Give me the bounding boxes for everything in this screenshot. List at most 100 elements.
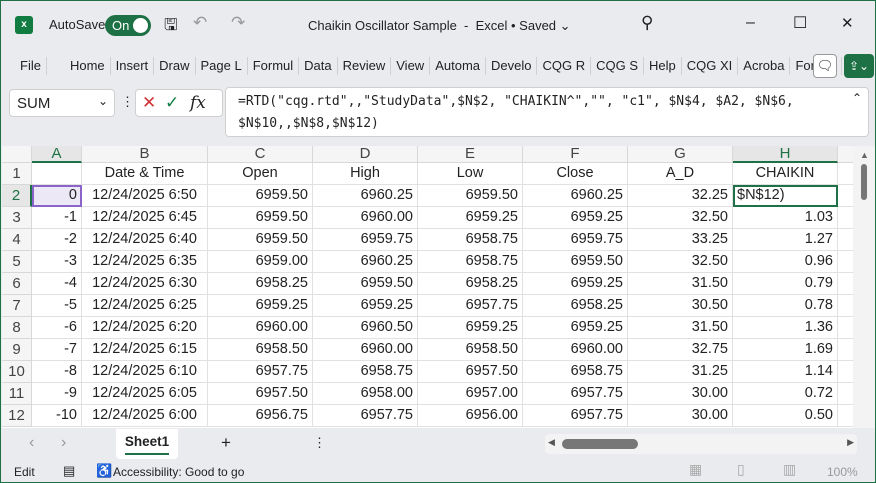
data-cell[interactable]: 6958.50 <box>208 339 313 361</box>
data-cell-partial[interactable] <box>838 317 853 339</box>
data-cell[interactable]: 6959.25 <box>208 295 313 317</box>
data-cell[interactable]: -4 <box>32 273 82 295</box>
data-cell[interactable]: 12/24/2025 6:50 <box>82 185 208 207</box>
data-cell[interactable]: 12/24/2025 6:05 <box>82 383 208 405</box>
column-header[interactable]: F <box>523 146 628 163</box>
spreadsheet-grid[interactable]: A B C D E F G H 1 Date & Time Open High Low Close A_D C… <box>2 146 853 428</box>
data-cell[interactable]: -8 <box>32 361 82 383</box>
header-cell[interactable]: CHAIKIN <box>733 163 838 185</box>
data-cell[interactable]: 12/24/2025 6:25 <box>82 295 208 317</box>
row-header[interactable]: 1 <box>2 163 32 185</box>
data-cell[interactable]: 6959.50 <box>523 251 628 273</box>
data-cell[interactable]: 6959.25 <box>523 207 628 229</box>
data-cell[interactable]: 6960.00 <box>313 207 418 229</box>
data-cell-partial[interactable] <box>838 163 853 185</box>
search-icon[interactable]: ⚲ <box>641 13 654 32</box>
data-cell[interactable]: 32.75 <box>628 339 733 361</box>
data-cell[interactable]: 6960.00 <box>208 317 313 339</box>
data-cell[interactable]: 6956.00 <box>418 405 523 427</box>
data-cell[interactable]: 6958.75 <box>418 251 523 273</box>
data-cell[interactable]: 6959.25 <box>418 207 523 229</box>
header-cell[interactable]: Low <box>418 163 523 185</box>
data-cell[interactable]: 30.50 <box>628 295 733 317</box>
data-cell[interactable]: 6960.25 <box>313 185 418 207</box>
ribbon-tab[interactable]: Draw <box>154 57 196 75</box>
data-cell[interactable]: 12/24/2025 6:30 <box>82 273 208 295</box>
column-header[interactable]: B <box>82 146 208 163</box>
chevron-down-icon[interactable]: ⌄ <box>97 94 108 108</box>
zoom-level[interactable]: 100% <box>827 465 858 479</box>
data-cell-partial[interactable] <box>838 295 853 317</box>
data-cell-partial[interactable] <box>838 229 853 251</box>
next-sheet-icon[interactable]: › <box>61 434 67 451</box>
data-cell[interactable]: 31.50 <box>628 317 733 339</box>
undo-icon[interactable]: ↶ <box>193 13 208 32</box>
data-cell[interactable]: 6958.25 <box>208 273 313 295</box>
data-cell[interactable]: 6959.50 <box>208 229 313 251</box>
prev-sheet-icon[interactable]: ‹ <box>29 434 35 451</box>
column-header[interactable]: E <box>418 146 523 163</box>
data-cell[interactable]: 6956.75 <box>208 405 313 427</box>
normal-view-icon[interactable]: ▦ <box>689 461 703 477</box>
collapse-formula-icon[interactable]: ⌃ <box>852 91 863 105</box>
row-header[interactable]: 2 <box>2 185 32 207</box>
autosave-toggle[interactable]: On <box>105 15 151 36</box>
select-all-corner[interactable] <box>2 146 32 163</box>
ribbon-tab[interactable]: Insert <box>111 57 155 75</box>
data-cell[interactable]: 6959.50 <box>208 185 313 207</box>
header-cell[interactable]: A_D <box>628 163 733 185</box>
add-sheet-button[interactable]: + <box>221 433 231 452</box>
data-cell[interactable]: 6958.25 <box>418 273 523 295</box>
accessibility-icon[interactable]: ♿ <box>96 463 113 478</box>
data-cell[interactable]: 12/24/2025 6:40 <box>82 229 208 251</box>
redo-icon[interactable]: ↷ <box>231 13 246 32</box>
data-cell[interactable]: 6958.50 <box>418 339 523 361</box>
data-cell[interactable]: 6959.50 <box>418 185 523 207</box>
data-cell[interactable]: 32.25 <box>628 185 733 207</box>
data-cell-partial[interactable] <box>838 251 853 273</box>
data-cell[interactable]: 33.25 <box>628 229 733 251</box>
ribbon-tab[interactable]: Data <box>299 57 338 75</box>
data-cell[interactable]: 6959.25 <box>313 295 418 317</box>
data-cell[interactable]: -5 <box>32 295 82 317</box>
data-cell[interactable]: 31.50 <box>628 273 733 295</box>
close-button[interactable]: ✕ <box>841 15 854 32</box>
data-cell[interactable]: 6959.50 <box>313 273 418 295</box>
data-cell[interactable]: 6958.25 <box>523 295 628 317</box>
data-cell-partial[interactable] <box>838 273 853 295</box>
data-cell[interactable]: 6958.00 <box>313 383 418 405</box>
data-cell[interactable]: -3 <box>32 251 82 273</box>
page-break-view-icon[interactable]: ▥ <box>783 461 797 477</box>
row-header[interactable]: 11 <box>2 383 32 405</box>
sheet-tab-sheet1[interactable]: Sheet1 <box>116 429 178 459</box>
data-cell-partial[interactable] <box>838 383 853 405</box>
scroll-right-icon[interactable]: ▶ <box>847 437 854 447</box>
data-cell[interactable]: 6959.75 <box>523 229 628 251</box>
column-header[interactable]: C <box>208 146 313 163</box>
column-header[interactable]: H <box>733 146 838 163</box>
data-cell[interactable]: 12/24/2025 6:35 <box>82 251 208 273</box>
row-header[interactable]: 4 <box>2 229 32 251</box>
data-cell[interactable]: 12/24/2025 6:00 <box>82 405 208 427</box>
document-title[interactable]: Chaikin Oscillator Sample - Excel • Save… <box>308 18 571 33</box>
ribbon-tab[interactable]: Develo <box>486 57 538 75</box>
data-cell[interactable]: 1.14 <box>733 361 838 383</box>
row-header[interactable]: 8 <box>2 317 32 339</box>
data-cell-partial[interactable] <box>838 361 853 383</box>
data-cell[interactable]: 6957.75 <box>418 295 523 317</box>
vertical-scrollbar[interactable]: ▲ <box>853 146 875 428</box>
ribbon-tab[interactable]: CQG R <box>537 57 592 75</box>
data-cell-partial[interactable] <box>838 405 853 427</box>
share-button[interactable]: ⇪⌄ <box>844 54 874 78</box>
row-header[interactable]: 12 <box>2 405 32 427</box>
data-cell[interactable]: 0.96 <box>733 251 838 273</box>
row-header[interactable]: 7 <box>2 295 32 317</box>
comments-icon[interactable]: 🗨 <box>813 54 837 78</box>
data-cell[interactable]: 12/24/2025 6:20 <box>82 317 208 339</box>
minimize-button[interactable]: – <box>746 14 755 31</box>
data-cell[interactable]: -1 <box>32 207 82 229</box>
scroll-up-icon[interactable]: ▲ <box>860 150 869 160</box>
data-cell[interactable]: 6959.75 <box>313 229 418 251</box>
name-box[interactable]: SUM ⌄ <box>9 89 115 117</box>
data-cell[interactable]: -10 <box>32 405 82 427</box>
